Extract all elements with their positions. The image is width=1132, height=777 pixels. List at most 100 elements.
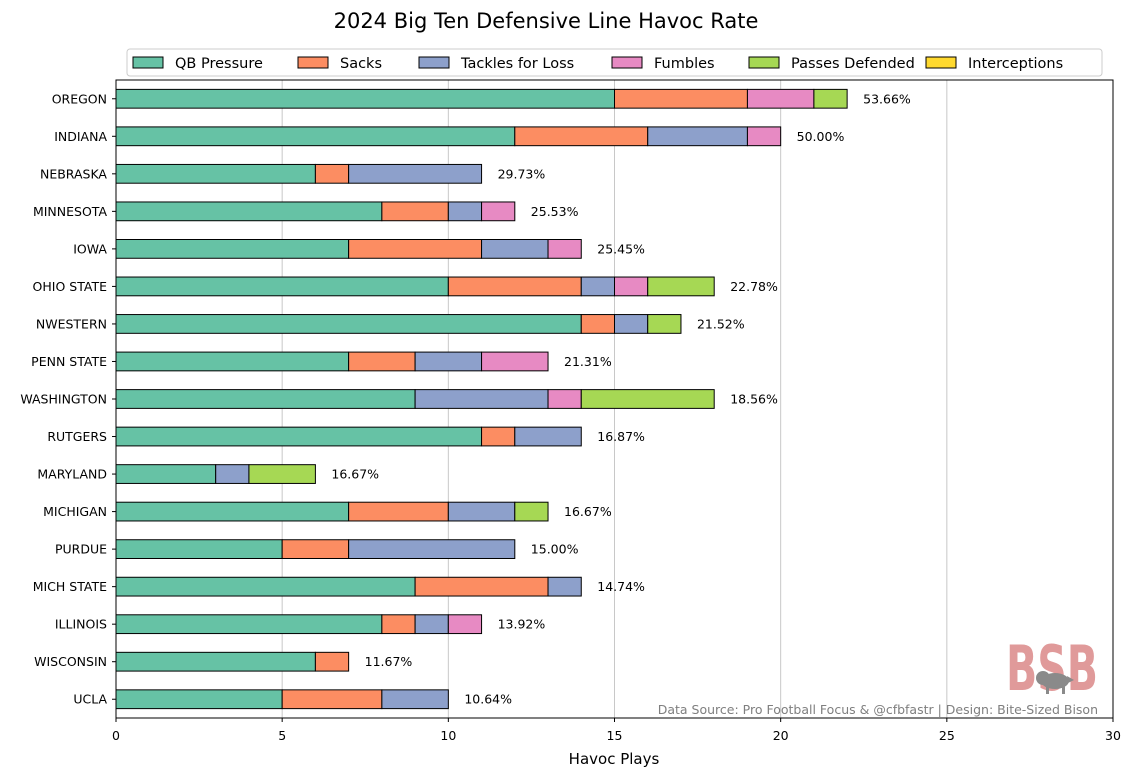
- bar-segment: [115, 576, 416, 597]
- bar-segment: [414, 614, 449, 635]
- bar-segment: [381, 614, 416, 635]
- bar-segment: [447, 276, 582, 297]
- y-tick-label: PENN STATE: [31, 354, 107, 369]
- bar-segment: [115, 539, 283, 559]
- legend-swatch: [748, 56, 780, 69]
- y-tick-label: RUTGERS: [47, 429, 107, 444]
- legend: QB Pressure Sacks Tackles for Loss Fumbles P…: [126, 48, 1103, 77]
- bar-segment: [115, 239, 350, 259]
- bar-segment: [381, 689, 449, 710]
- bar-segment: [115, 426, 483, 447]
- legend-swatch: [132, 56, 164, 69]
- bar-segment: [481, 201, 516, 222]
- legend-swatch: [925, 56, 957, 69]
- y-tick-label: MINNESOTA: [33, 204, 108, 219]
- bar-segment: [547, 239, 582, 259]
- bar-segment: [348, 539, 516, 559]
- credit-text: Data Source: Pro Football Focus & @cfbfa…: [658, 702, 1098, 717]
- havoc-rate-label: 14.74%: [597, 579, 645, 594]
- bar-segment: [115, 314, 582, 334]
- bar-segment: [115, 163, 316, 184]
- bar-segment: [614, 88, 748, 109]
- havoc-rate-label: 29.73%: [498, 166, 546, 181]
- bar-segment: [215, 464, 250, 484]
- y-tick-label: UCLA: [73, 692, 107, 707]
- bar-segment: [115, 651, 316, 672]
- bar-segment: [514, 126, 649, 147]
- legend-label: Passes Defended: [791, 56, 915, 72]
- bar-segment: [115, 689, 283, 710]
- bar-segment: [547, 389, 582, 409]
- bar-segment: [746, 88, 815, 109]
- bar-segment: [115, 126, 516, 147]
- bar-segment: [447, 201, 483, 222]
- havoc-rate-label: 16.67%: [331, 467, 379, 482]
- y-tick-label: INDIANA: [54, 129, 107, 144]
- havoc-rate-label: 16.67%: [564, 504, 612, 519]
- x-tick-label: 30: [1105, 728, 1121, 743]
- legend-label: QB Pressure: [175, 56, 263, 72]
- bar-segment: [314, 163, 350, 184]
- y-tick-label: MICH STATE: [33, 579, 107, 594]
- x-tick-label: 15: [607, 728, 623, 743]
- bar-segment: [115, 88, 615, 109]
- bar-segment: [647, 126, 748, 147]
- havoc-rate-label: 11.67%: [365, 654, 413, 669]
- bar-segment: [115, 351, 350, 372]
- havoc-rate-label: 53.66%: [863, 91, 911, 106]
- havoc-rate-label: 15.00%: [531, 542, 579, 557]
- bar-segment: [481, 239, 549, 259]
- bar-segment: [614, 276, 649, 297]
- bar-segment: [647, 276, 715, 297]
- y-tick-label: PURDUE: [55, 542, 107, 557]
- y-tick-label: WISCONSIN: [34, 654, 107, 669]
- legend-swatch: [611, 56, 643, 69]
- bar-segment: [481, 426, 516, 447]
- bar-segment: [115, 389, 416, 409]
- bar-segment: [281, 689, 383, 710]
- bar-segment: [547, 576, 582, 597]
- bar-segment: [514, 426, 582, 447]
- bar-segment: [348, 501, 449, 522]
- bar-segment: [580, 276, 615, 297]
- bar-segment: [514, 501, 549, 522]
- x-tick-label: 25: [939, 728, 955, 743]
- bar-segment: [281, 539, 350, 559]
- legend-label: Interceptions: [968, 56, 1063, 72]
- x-tick-label: 0: [112, 728, 120, 743]
- bar-segment: [115, 201, 383, 222]
- legend-swatch: [297, 56, 329, 69]
- bar-segment: [746, 126, 782, 147]
- x-axis-label: Havoc Plays: [569, 750, 660, 768]
- bar-segment: [580, 314, 615, 334]
- havoc-rate-label: 22.78%: [730, 279, 778, 294]
- bar-segment: [314, 651, 350, 672]
- bar-segment: [115, 614, 383, 635]
- bison-icon: [1036, 671, 1074, 694]
- x-tick-label: 20: [773, 728, 789, 743]
- bar-segment: [115, 464, 217, 484]
- bar-segment: [447, 501, 516, 522]
- havoc-rate-label: 25.45%: [597, 241, 645, 256]
- x-axis-ticks: 0 5 10 15 20 25 30: [112, 718, 1121, 743]
- chart-title: 2024 Big Ten Defensive Line Havoc Rate: [334, 9, 759, 33]
- havoc-rate-label: 16.87%: [597, 429, 645, 444]
- y-tick-label: NEBRASKA: [40, 166, 107, 181]
- bar-segment: [481, 351, 549, 372]
- havoc-rate-label: 50.00%: [797, 129, 845, 144]
- bar-segment: [614, 314, 649, 334]
- bar-segment: [813, 88, 848, 109]
- y-tick-label: NWESTERN: [36, 316, 107, 331]
- legend-label: Fumbles: [654, 56, 715, 72]
- legend-swatch: [418, 56, 450, 69]
- bar-segment: [414, 351, 483, 372]
- bar-segment: [381, 201, 449, 222]
- havoc-rate-label: 13.92%: [498, 617, 546, 632]
- bar-segment: [414, 389, 549, 409]
- bar-segment: [414, 576, 549, 597]
- havoc-rate-label: 21.52%: [697, 316, 745, 331]
- bar-segment: [580, 389, 715, 409]
- logo: BSB: [1006, 632, 1098, 705]
- legend-label: Tackles for Loss: [460, 56, 574, 72]
